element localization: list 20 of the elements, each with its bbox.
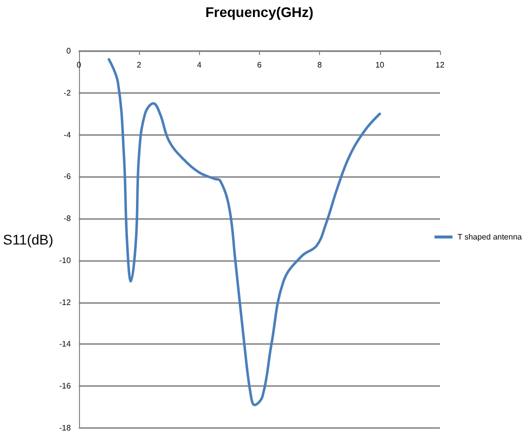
y-tick-label: -18 xyxy=(59,424,72,432)
x-tick-label: 0 xyxy=(76,60,82,70)
x-tick-label: 6 xyxy=(257,60,262,70)
x-tick-label: 8 xyxy=(317,60,322,70)
x-axis-title: Frequency(GHz) xyxy=(205,4,314,20)
x-tick-label: 2 xyxy=(136,60,142,70)
y-tick-label: -14 xyxy=(59,340,72,349)
y-tick-label: 0 xyxy=(66,46,72,56)
y-tick-label: -12 xyxy=(59,298,72,307)
legend-label: T shaped antenna xyxy=(458,232,522,242)
x-tick-label: 4 xyxy=(196,60,202,70)
x-tick-label: 12 xyxy=(436,60,445,70)
y-tick-label: -4 xyxy=(64,130,72,140)
y-tick-label: -16 xyxy=(59,382,72,391)
y-tick-label: -10 xyxy=(59,256,72,265)
x-tick-label: 10 xyxy=(375,60,385,70)
y-tick-label: -8 xyxy=(64,214,72,224)
y-tick-label: -6 xyxy=(64,172,72,182)
y-axis-title: S11(dB) xyxy=(2,232,54,248)
y-tick-label: -2 xyxy=(64,88,72,98)
